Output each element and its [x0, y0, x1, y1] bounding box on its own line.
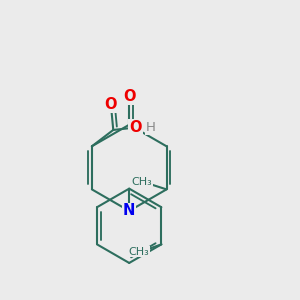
Text: CH₃: CH₃ [129, 247, 149, 257]
Text: O: O [129, 120, 142, 135]
Text: CH₃: CH₃ [131, 177, 152, 187]
Text: N: N [123, 203, 135, 218]
Text: O: O [123, 89, 135, 104]
Text: H: H [146, 121, 156, 134]
Text: O: O [105, 97, 117, 112]
